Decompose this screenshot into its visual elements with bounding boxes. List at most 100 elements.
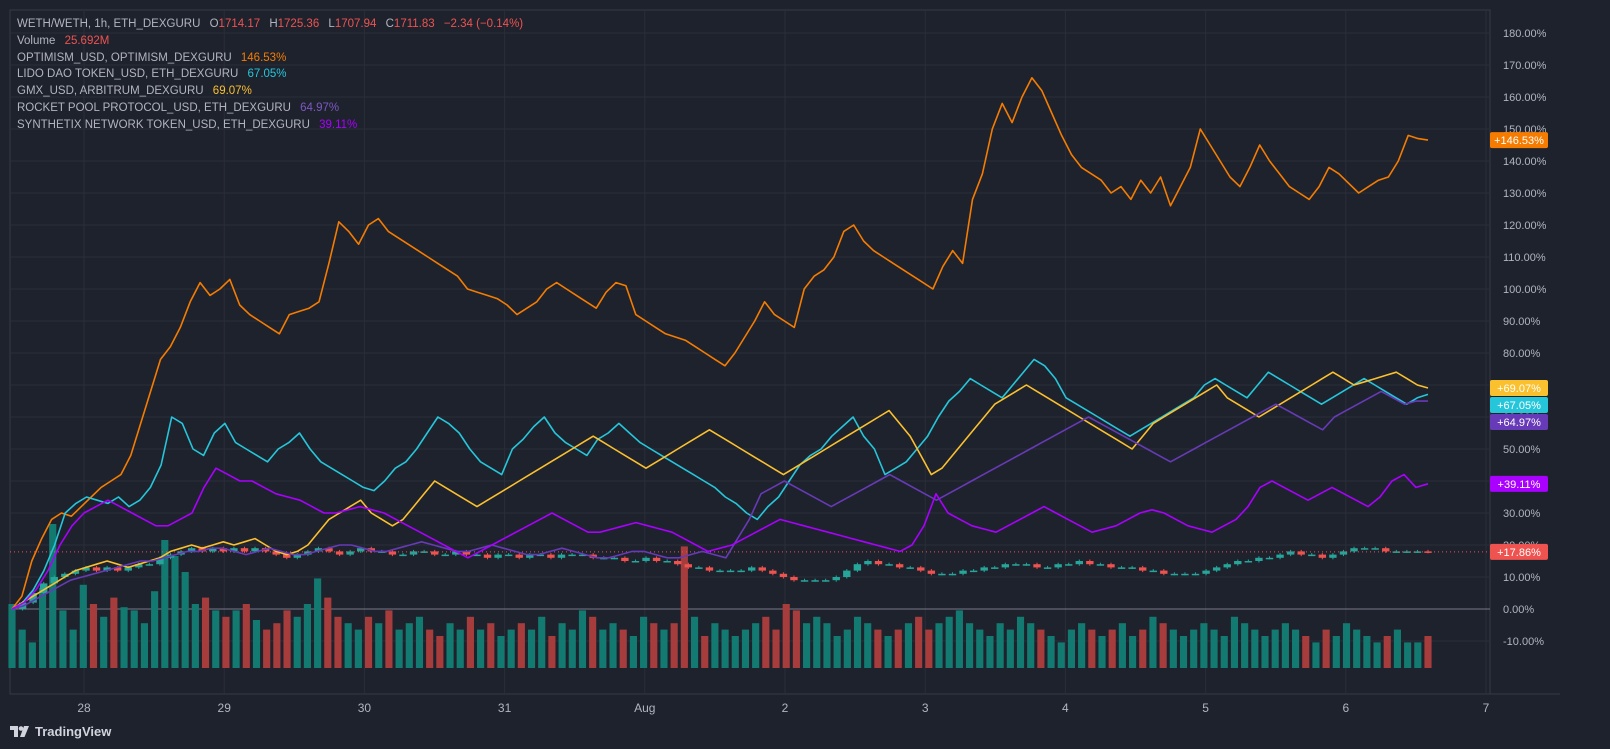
price-candle	[652, 557, 661, 561]
x-tick-label: 3	[922, 701, 929, 715]
volume-bar	[813, 616, 821, 668]
volume-bar	[487, 623, 495, 668]
tradingview-logo[interactable]: TradingView	[10, 724, 111, 739]
legend-ohlc: O1714.17 H1725.36 L1707.94 C1711.83 −2.3…	[210, 18, 524, 30]
volume-bar	[1342, 623, 1351, 668]
volume-bar	[731, 636, 739, 668]
price-candle	[1318, 554, 1327, 558]
volume-bar	[1220, 636, 1228, 668]
price-candle	[441, 554, 449, 557]
price-candle	[547, 554, 555, 558]
volume-bar	[38, 588, 47, 668]
series-line[interactable]	[11, 390, 1429, 610]
price-candle	[1033, 564, 1041, 568]
x-tick-label: 30	[358, 701, 372, 715]
price-candle	[684, 564, 692, 568]
legend-series-rocket-pool[interactable]: ROCKET POOL PROTOCOL_USD, ETH_DEXGURU 64…	[17, 100, 523, 117]
price-candle	[1022, 564, 1031, 566]
series-value-badge-label: +17.86%	[1497, 547, 1541, 559]
legend-volume-value: 25.692M	[64, 34, 110, 47]
volume-bar	[8, 604, 16, 668]
series-value-badge	[1490, 379, 1548, 396]
ohlc-low-key: L	[328, 18, 335, 30]
price-candle	[1360, 548, 1369, 550]
volume-bar	[1006, 629, 1014, 668]
volume-bar	[201, 597, 210, 668]
volume-bar	[1139, 629, 1147, 668]
price-candle	[335, 551, 344, 555]
price-candle	[1223, 564, 1231, 568]
volume-bar	[538, 616, 546, 668]
y-tick-label: 10.00%	[1503, 572, 1541, 584]
price-candle	[61, 573, 69, 577]
price-candle	[769, 570, 777, 574]
price-candle	[980, 567, 988, 571]
price-candle	[1181, 573, 1189, 576]
volume-bar	[110, 597, 118, 668]
volume-bar	[752, 623, 760, 668]
volume-bar	[721, 629, 729, 668]
price-candle	[473, 554, 481, 557]
legend-series-value: 69.07%	[212, 85, 252, 98]
series-line[interactable]	[11, 77, 1429, 610]
legend-series-gmx[interactable]: GMX_USD, ARBITRUM_DEXGURU 69.07%	[17, 83, 523, 100]
volume-bar	[263, 629, 271, 668]
volume-bar	[130, 610, 138, 668]
price-candle	[811, 580, 819, 582]
ohlc-open-key: O	[209, 18, 219, 30]
price-candle	[991, 567, 999, 569]
price-candle	[748, 567, 756, 571]
price-candle	[1160, 570, 1168, 574]
volume-bar	[1383, 636, 1391, 668]
price-candle	[346, 551, 354, 555]
volume-bar	[589, 616, 597, 668]
price-candle	[1371, 548, 1379, 550]
volume-bar	[945, 616, 953, 668]
price-candle	[843, 570, 851, 577]
volume-bar	[650, 623, 658, 668]
price-candle	[357, 548, 365, 552]
legend-series-optimism[interactable]: OPTIMISM_USD, OPTIMISM_DEXGURU 146.53%	[17, 50, 523, 67]
series-value-badge-label: +67.05%	[1497, 400, 1541, 412]
volume-bar	[1424, 636, 1432, 668]
volume-bar	[1190, 629, 1198, 668]
series-line[interactable]	[11, 358, 1429, 610]
volume-bar	[89, 604, 98, 668]
y-tick-label: 30.00%	[1503, 508, 1541, 520]
volume-bar	[375, 623, 383, 668]
price-candle	[568, 554, 576, 557]
price-candle	[1202, 570, 1210, 574]
price-candle	[135, 564, 143, 568]
y-tick-label: 180.00%	[1503, 28, 1547, 40]
volume-bar	[843, 629, 851, 668]
price-candle	[1054, 564, 1062, 568]
legend-series-lido[interactable]: LIDO DAO TOKEN_USD, ETH_DEXGURU 67.05%	[17, 66, 523, 83]
series-line[interactable]	[11, 371, 1429, 610]
volume-bar	[1179, 636, 1188, 668]
price-candle	[1043, 567, 1052, 569]
legend-series-synthetix[interactable]: SYNTHETIX NETWORK TOKEN_USD, ETH_DEXGURU…	[17, 117, 523, 134]
volume-bar	[79, 584, 87, 668]
price-candle	[1276, 554, 1284, 558]
y-tick-label: 90.00%	[1503, 316, 1541, 328]
price-candle	[1286, 551, 1295, 555]
volume-bar	[996, 623, 1004, 668]
y-tick-label: 80.00%	[1503, 348, 1541, 360]
volume-bar	[1393, 629, 1402, 668]
volume-bar	[324, 597, 332, 668]
volume-bar	[629, 636, 637, 668]
x-tick-label: 5	[1202, 701, 1209, 715]
volume-bar	[1271, 629, 1279, 668]
price-candle	[1138, 567, 1147, 571]
price-candle	[399, 554, 407, 557]
series-line[interactable]	[11, 467, 1429, 610]
price-candle	[50, 577, 58, 584]
volume-bar	[578, 610, 587, 668]
volume-bar	[1230, 616, 1239, 668]
x-tick-label: Aug	[634, 701, 655, 715]
price-candle	[29, 593, 37, 603]
volume-bar	[884, 636, 892, 668]
series-value-badge	[1490, 543, 1548, 560]
volume-bar	[1292, 629, 1300, 668]
